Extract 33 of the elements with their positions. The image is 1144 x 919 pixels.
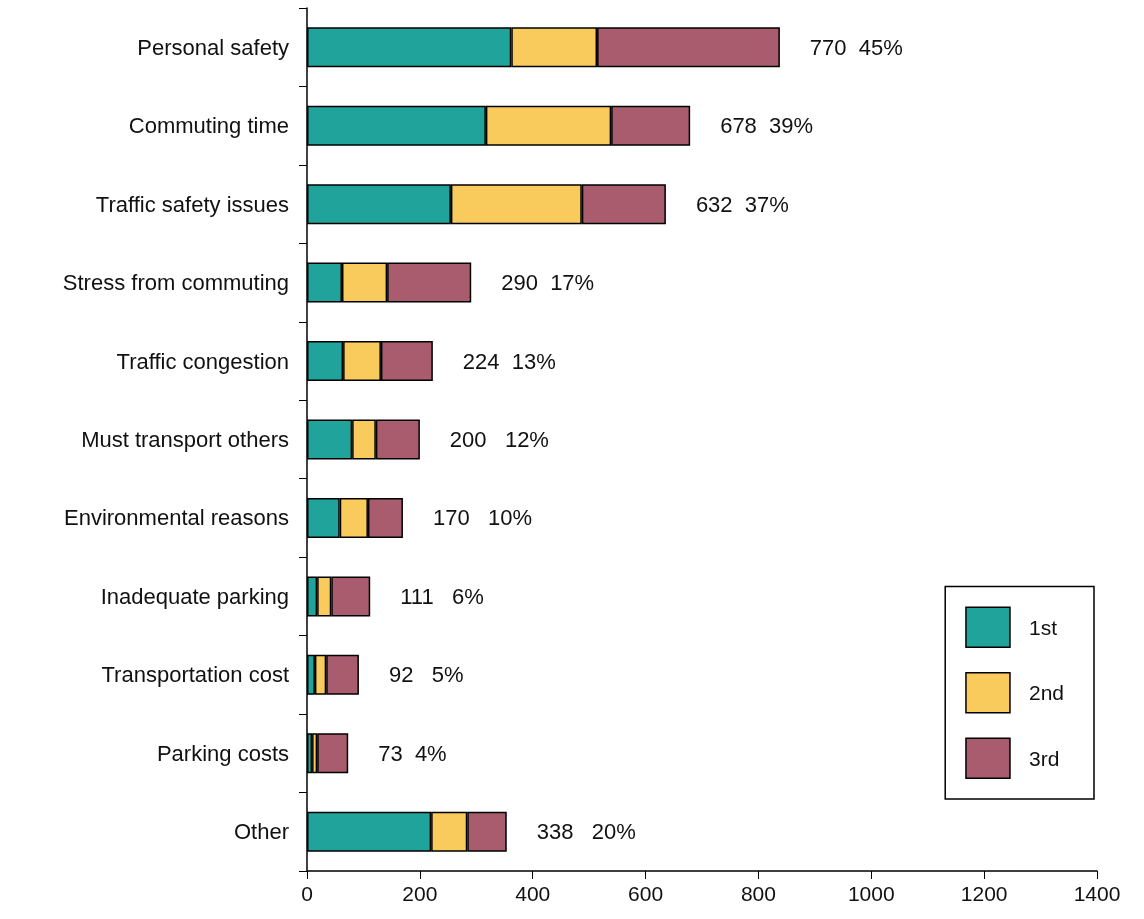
total-label: 200 12%	[449, 427, 549, 452]
total-label: 224 13%	[462, 348, 556, 374]
y-tick-label: Commuting time	[128, 113, 289, 139]
y-tick-label: Other	[233, 819, 289, 845]
x-tick-label: 1200	[960, 882, 1008, 905]
total-label: 290 17%	[501, 270, 595, 296]
x-tick-label: 1000	[847, 882, 895, 905]
legend-label: 2nd	[1028, 681, 1065, 705]
x-tick-label: 200	[402, 882, 438, 905]
total-label: 770 45%	[809, 34, 903, 60]
x-tick-label: 800	[740, 882, 776, 905]
x-tick-label: 400	[515, 882, 551, 905]
total-label: 632 37%	[695, 191, 789, 217]
total-label: 170 10%	[432, 505, 533, 531]
total-label: 678 39%	[720, 113, 814, 139]
x-tick-label: 600	[628, 882, 664, 905]
legend-label: 1st	[1028, 615, 1058, 639]
y-tick-label: Stress from commuting	[62, 270, 289, 296]
total-label: 111 6%	[400, 583, 484, 609]
legend-label: 3rd	[1028, 746, 1060, 770]
y-tick-label: Must transport others	[81, 427, 289, 452]
x-tick-label: 1400	[1073, 882, 1121, 905]
y-tick-label: Personal safety	[137, 34, 289, 60]
y-tick-label: Environmental reasons	[63, 505, 289, 531]
total-label: 92 5%	[388, 662, 464, 688]
y-tick-label: Traffic safety issues	[95, 191, 289, 217]
y-tick-label: Parking costs	[156, 740, 289, 766]
y-tick-label: Inadequate parking	[100, 583, 289, 609]
x-tick-label: 0	[301, 882, 313, 905]
total-label: 338 20%	[536, 819, 636, 845]
y-tick-label: Transportation cost	[101, 662, 289, 688]
total-label: 73 4%	[378, 740, 447, 766]
y-tick-label: Traffic congestion	[116, 348, 289, 374]
